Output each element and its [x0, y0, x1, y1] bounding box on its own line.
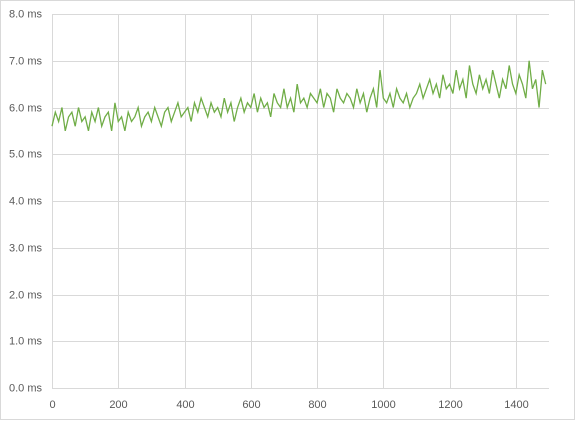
x-tick-label: 1200 — [438, 399, 462, 411]
y-tick-label: 0.0 ms — [9, 382, 43, 394]
y-tick-label: 8.0 ms — [9, 8, 43, 20]
x-tick-label: 1000 — [371, 399, 395, 411]
y-tick-label: 7.0 ms — [9, 55, 43, 67]
x-tick-label: 0 — [49, 399, 55, 411]
x-tick-label: 600 — [242, 399, 260, 411]
x-tick-label: 400 — [176, 399, 194, 411]
y-tick-label: 4.0 ms — [9, 195, 43, 207]
y-tick-label: 5.0 ms — [9, 148, 43, 160]
y-tick-label: 2.0 ms — [9, 289, 43, 301]
y-tick-label: 3.0 ms — [9, 242, 43, 254]
x-tick-label: 1400 — [504, 399, 528, 411]
x-tick-label: 800 — [308, 399, 326, 411]
y-tick-label: 6.0 ms — [9, 102, 43, 114]
x-tick-label: 200 — [109, 399, 127, 411]
chart-border — [0, 0, 575, 420]
data-line — [51, 60, 547, 132]
y-tick-label: 1.0 ms — [9, 335, 43, 347]
